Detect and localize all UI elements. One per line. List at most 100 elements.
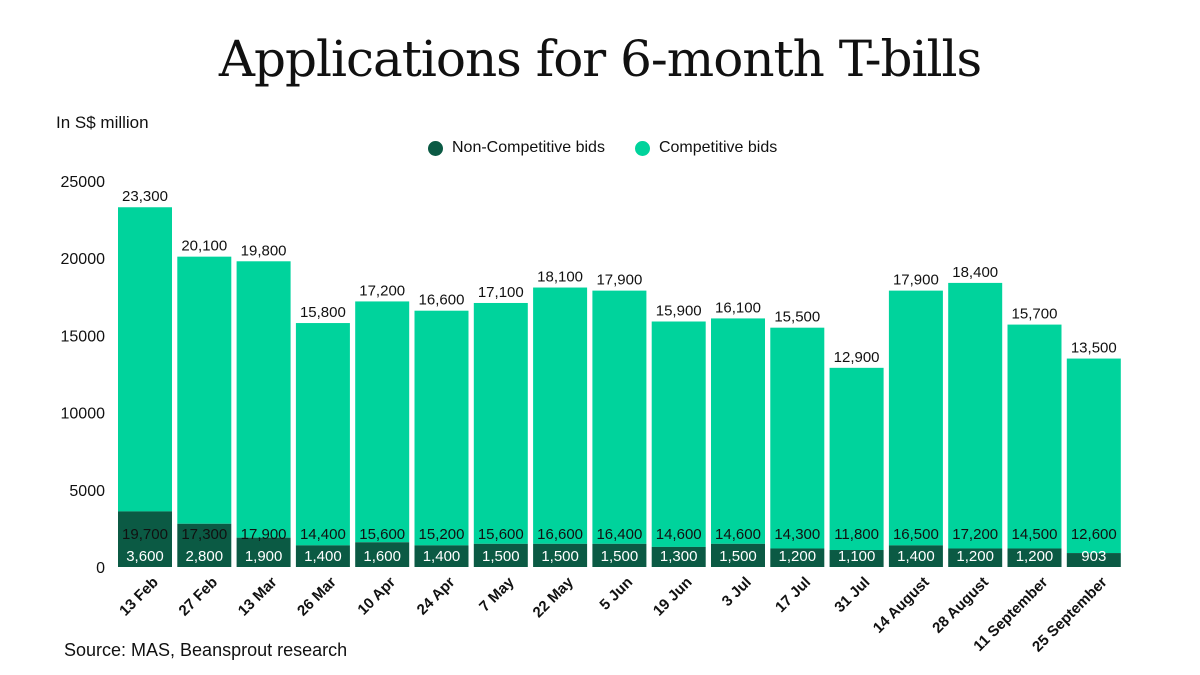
bar-non-competitive bbox=[295, 545, 350, 567]
chart-title: Applications for 6-month T-bills bbox=[218, 30, 982, 88]
total-label: 18,400 bbox=[952, 264, 998, 281]
bar-competitive bbox=[1007, 324, 1062, 549]
total-label: 15,800 bbox=[300, 304, 346, 321]
bar-competitive bbox=[948, 282, 1003, 549]
legend-item-non-competitive: Non-Competitive bids bbox=[428, 139, 605, 157]
competitive-label: 16,600 bbox=[537, 526, 583, 543]
competitive-label: 14,600 bbox=[656, 526, 702, 543]
bar-non-competitive bbox=[1007, 548, 1062, 567]
bar-non-competitive bbox=[355, 542, 410, 567]
non-competitive-label: 1,600 bbox=[363, 548, 401, 565]
x-tick-label: 22 May bbox=[530, 573, 578, 621]
y-tick-label: 20000 bbox=[61, 251, 106, 268]
competitive-label: 17,900 bbox=[241, 526, 287, 543]
non-competitive-label: 1,400 bbox=[423, 548, 461, 565]
bar-competitive bbox=[888, 290, 943, 546]
non-competitive-label: 1,200 bbox=[956, 548, 994, 565]
competitive-label: 14,600 bbox=[715, 526, 761, 543]
bar-competitive bbox=[1066, 358, 1121, 554]
legend-label-non-competitive: Non-Competitive bids bbox=[452, 139, 605, 156]
x-tick-label: 17 Jul bbox=[772, 574, 814, 616]
bar-competitive bbox=[295, 323, 350, 546]
total-label: 12,900 bbox=[834, 349, 880, 366]
non-competitive-label: 1,500 bbox=[719, 548, 757, 565]
bar-non-competitive bbox=[948, 548, 1003, 567]
non-competitive-label: 1,400 bbox=[304, 548, 342, 565]
bar-competitive bbox=[770, 327, 825, 549]
x-tick-label: 31 Jul bbox=[831, 574, 873, 616]
non-competitive-label: 1,900 bbox=[245, 548, 283, 565]
total-label: 13,500 bbox=[1071, 340, 1117, 357]
legend-label-competitive: Competitive bids bbox=[658, 139, 778, 156]
bar-non-competitive bbox=[177, 523, 232, 567]
non-competitive-label: 1,200 bbox=[1016, 548, 1054, 565]
competitive-label: 19,700 bbox=[122, 526, 168, 543]
total-label: 17,900 bbox=[893, 272, 939, 289]
bar-non-competitive bbox=[770, 548, 825, 567]
competitive-label: 15,600 bbox=[478, 526, 524, 543]
bar-non-competitive bbox=[414, 545, 469, 567]
x-tick-label: 3 Jul bbox=[719, 574, 755, 610]
x-tick-label: 24 Apr bbox=[414, 574, 459, 619]
bar-competitive bbox=[711, 318, 765, 544]
total-label: 17,100 bbox=[478, 284, 524, 301]
total-label: 16,100 bbox=[715, 299, 761, 316]
bar-competitive bbox=[236, 261, 291, 538]
bar-non-competitive bbox=[118, 511, 172, 567]
bar-competitive bbox=[592, 290, 647, 544]
bar-competitive bbox=[177, 256, 232, 524]
bar-non-competitive bbox=[533, 543, 588, 567]
x-tick-label: 5 Jun bbox=[596, 574, 636, 614]
total-label: 16,600 bbox=[419, 292, 465, 309]
non-competitive-label: 1,500 bbox=[601, 548, 639, 565]
competitive-label: 15,200 bbox=[419, 526, 465, 543]
competitive-label: 15,600 bbox=[359, 526, 405, 543]
bar-competitive bbox=[651, 321, 706, 547]
bar-competitive bbox=[118, 207, 172, 512]
total-label: 20,100 bbox=[181, 238, 227, 255]
source-note: Source: MAS, Beansprout research bbox=[64, 640, 348, 660]
bar-non-competitive bbox=[651, 546, 706, 567]
x-tick-label: 13 Feb bbox=[116, 574, 162, 620]
competitive-label: 11,800 bbox=[834, 526, 879, 543]
competitive-label: 17,200 bbox=[952, 526, 998, 543]
non-competitive-label: 1,100 bbox=[838, 548, 876, 565]
x-tick-label: 10 Apr bbox=[354, 574, 399, 619]
competitive-label: 16,500 bbox=[893, 526, 939, 543]
y-tick-label: 15000 bbox=[61, 328, 106, 345]
non-competitive-label: 1,300 bbox=[660, 548, 698, 565]
x-tick-label: 26 Mar bbox=[294, 574, 340, 620]
total-label: 23,300 bbox=[122, 188, 168, 205]
y-tick-label: 25000 bbox=[61, 174, 106, 191]
bar-non-competitive bbox=[1066, 553, 1121, 567]
x-tick-label: 28 August bbox=[929, 574, 992, 637]
x-tick-label: 14 August bbox=[870, 574, 933, 637]
legend-swatch-competitive bbox=[634, 140, 650, 156]
competitive-label: 14,500 bbox=[1012, 526, 1058, 543]
x-tick-label: 19 Jun bbox=[650, 574, 696, 620]
non-competitive-label: 1,200 bbox=[779, 548, 817, 565]
bar-competitive bbox=[533, 287, 588, 544]
x-tick-label: 7 May bbox=[476, 573, 518, 615]
total-label: 17,200 bbox=[359, 282, 405, 299]
total-label: 15,700 bbox=[1012, 306, 1058, 323]
y-axis-unit-label: In S$ million bbox=[56, 113, 149, 132]
non-competitive-label: 903 bbox=[1081, 548, 1106, 565]
non-competitive-label: 3,600 bbox=[126, 548, 164, 565]
competitive-label: 14,400 bbox=[300, 526, 346, 543]
non-competitive-label: 1,500 bbox=[541, 548, 579, 565]
bar-non-competitive bbox=[888, 545, 943, 567]
legend-item-competitive: Competitive bids bbox=[634, 139, 778, 157]
competitive-label: 17,300 bbox=[181, 526, 227, 543]
x-tick-label: 13 Mar bbox=[235, 574, 281, 620]
non-competitive-label: 1,500 bbox=[482, 548, 520, 565]
non-competitive-label: 1,400 bbox=[897, 548, 935, 565]
total-label: 17,900 bbox=[596, 272, 642, 289]
bar-non-competitive bbox=[592, 543, 647, 567]
bar-competitive bbox=[829, 367, 884, 551]
non-competitive-label: 2,800 bbox=[186, 548, 224, 565]
competitive-label: 16,400 bbox=[596, 526, 642, 543]
y-tick-label: 5000 bbox=[69, 483, 105, 500]
y-tick-label: 0 bbox=[96, 560, 105, 577]
legend-swatch-non-competitive bbox=[428, 140, 443, 156]
